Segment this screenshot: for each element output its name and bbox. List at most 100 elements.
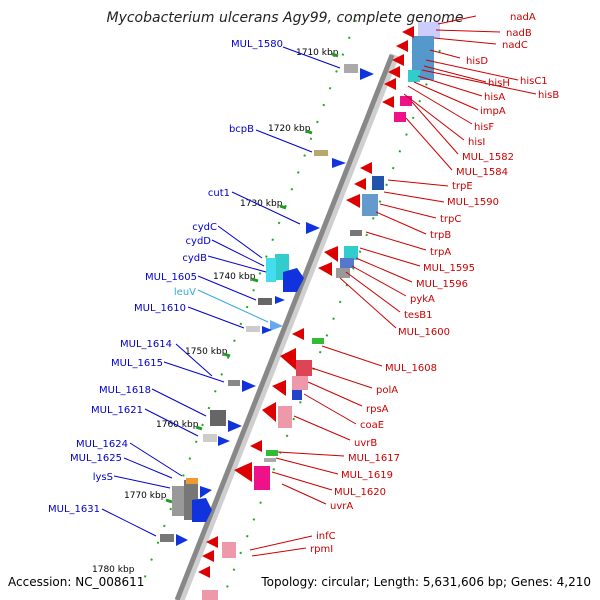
gene-label-hisF[interactable]: hisF bbox=[474, 122, 494, 133]
gene-label-trpE[interactable]: trpE bbox=[452, 181, 473, 192]
gene-label-impA[interactable]: impA bbox=[480, 106, 506, 117]
gene-arrow[interactable] bbox=[250, 440, 262, 452]
gene-label-coaE[interactable]: coaE bbox=[360, 420, 384, 431]
gene-label-MUL_1615[interactable]: MUL_1615 bbox=[111, 358, 163, 369]
gene-arrow[interactable] bbox=[228, 420, 242, 432]
gene-arrow[interactable] bbox=[198, 566, 210, 578]
gene-block[interactable] bbox=[222, 542, 236, 558]
gene-label-nadA[interactable]: nadA bbox=[510, 12, 536, 23]
gene-block[interactable] bbox=[362, 194, 378, 216]
gene-label-pykA[interactable]: pykA bbox=[410, 294, 435, 305]
gene-label-nadC[interactable]: nadC bbox=[502, 40, 528, 51]
gene-label-trpC[interactable]: trpC bbox=[440, 214, 461, 225]
gene-label-MUL_1608[interactable]: MUL_1608 bbox=[385, 363, 437, 374]
gene-block[interactable] bbox=[400, 96, 412, 106]
gene-label-rpmI[interactable]: rpmI bbox=[310, 544, 333, 555]
gene-label-MUL_1590[interactable]: MUL_1590 bbox=[447, 197, 499, 208]
gene-arrow[interactable] bbox=[242, 380, 256, 392]
gene-label-cydC[interactable]: cydC bbox=[192, 222, 217, 233]
gene-arrow[interactable] bbox=[382, 96, 394, 108]
gene-label-uvrB[interactable]: uvrB bbox=[354, 438, 377, 449]
gene-block[interactable] bbox=[160, 534, 174, 542]
gene-label-MUL_1620[interactable]: MUL_1620 bbox=[334, 487, 386, 498]
gene-label-MUL_1621[interactable]: MUL_1621 bbox=[91, 405, 143, 416]
gene-block[interactable] bbox=[228, 380, 240, 386]
gene-label-hisC1[interactable]: hisC1 bbox=[520, 76, 548, 87]
gene-block[interactable] bbox=[408, 70, 420, 82]
gene-label-cydB[interactable]: cydB bbox=[182, 253, 207, 264]
gene-label-hisB[interactable]: hisB bbox=[538, 90, 559, 101]
gene-arrow[interactable] bbox=[306, 222, 320, 234]
gene-arrow[interactable] bbox=[360, 68, 374, 80]
gene-label-uvrA[interactable]: uvrA bbox=[330, 501, 353, 512]
gene-label-MUL_1596[interactable]: MUL_1596 bbox=[416, 279, 468, 290]
gene-label-MUL_1582[interactable]: MUL_1582 bbox=[462, 152, 514, 163]
gene-block[interactable] bbox=[172, 486, 184, 516]
gene-block[interactable] bbox=[254, 466, 270, 490]
gene-label-MUL_1600[interactable]: MUL_1600 bbox=[398, 327, 450, 338]
gene-arrow[interactable] bbox=[270, 320, 283, 331]
gene-block[interactable] bbox=[394, 112, 406, 122]
gene-label-MUL_1610[interactable]: MUL_1610 bbox=[134, 303, 186, 314]
gene-arrow[interactable] bbox=[388, 66, 400, 78]
gene-label-infC[interactable]: infC bbox=[316, 531, 336, 542]
gene-arrow[interactable] bbox=[275, 296, 285, 304]
gene-arrow[interactable] bbox=[272, 380, 286, 396]
gene-arrow[interactable] bbox=[280, 348, 296, 370]
gene-arrow[interactable] bbox=[176, 534, 188, 546]
gene-block[interactable] bbox=[296, 360, 312, 376]
gene-block[interactable] bbox=[202, 590, 218, 600]
gene-arrow[interactable] bbox=[262, 326, 272, 334]
gene-label-cydD[interactable]: cydD bbox=[186, 236, 212, 247]
gene-block[interactable] bbox=[340, 258, 354, 268]
gene-arrow[interactable] bbox=[332, 158, 346, 168]
gene-label-MUL_1624[interactable]: MUL_1624 bbox=[76, 439, 128, 450]
gene-block[interactable] bbox=[350, 230, 362, 236]
gene-arrow[interactable] bbox=[202, 550, 214, 562]
gene-label-nadB[interactable]: nadB bbox=[506, 28, 532, 39]
gene-arrow[interactable] bbox=[218, 436, 230, 446]
gene-block[interactable] bbox=[344, 64, 358, 73]
gene-block[interactable] bbox=[186, 478, 198, 484]
gene-block[interactable] bbox=[266, 258, 276, 282]
gene-label-bcpB[interactable]: bcpB bbox=[229, 124, 254, 135]
gene-block[interactable] bbox=[266, 450, 278, 456]
gene-label-tesB1[interactable]: tesB1 bbox=[404, 310, 433, 321]
gene-label-MUL_1584[interactable]: MUL_1584 bbox=[456, 167, 508, 178]
gene-arrow[interactable] bbox=[200, 486, 212, 498]
gene-label-trpA[interactable]: trpA bbox=[430, 247, 451, 258]
gene-block[interactable] bbox=[372, 176, 384, 190]
gene-block[interactable] bbox=[336, 268, 350, 278]
gene-arrow[interactable] bbox=[392, 54, 404, 66]
gene-block[interactable] bbox=[264, 458, 276, 462]
gene-block[interactable] bbox=[258, 298, 272, 305]
gene-label-MUL_1631[interactable]: MUL_1631 bbox=[48, 504, 100, 515]
gene-block[interactable] bbox=[203, 434, 217, 442]
gene-label-rpsA[interactable]: rpsA bbox=[366, 404, 389, 415]
gene-label-trpB[interactable]: trpB bbox=[430, 230, 451, 241]
gene-block[interactable] bbox=[412, 36, 434, 80]
gene-arrow[interactable] bbox=[402, 26, 414, 38]
gene-arrow[interactable] bbox=[262, 402, 276, 422]
gene-arrow[interactable] bbox=[354, 178, 366, 190]
gene-arrow[interactable] bbox=[346, 194, 360, 208]
gene-label-MUL_1580[interactable]: MUL_1580 bbox=[231, 39, 283, 50]
gene-arrow[interactable] bbox=[396, 40, 408, 52]
gene-arrow[interactable] bbox=[324, 246, 338, 262]
gene-label-leuV[interactable]: leuV bbox=[174, 287, 196, 298]
gene-arrow[interactable] bbox=[234, 462, 252, 482]
gene-arrow[interactable] bbox=[292, 328, 304, 340]
gene-arrow[interactable] bbox=[206, 536, 218, 548]
gene-block[interactable] bbox=[314, 150, 328, 156]
gene-label-MUL_1618[interactable]: MUL_1618 bbox=[99, 385, 151, 396]
gene-label-hisA[interactable]: hisA bbox=[484, 92, 505, 103]
gene-label-hisI[interactable]: hisI bbox=[468, 137, 485, 148]
gene-block[interactable] bbox=[278, 406, 292, 428]
gene-label-lysS[interactable]: lysS bbox=[93, 472, 113, 483]
gene-block[interactable] bbox=[292, 390, 302, 400]
gene-arrow[interactable] bbox=[318, 262, 332, 276]
gene-block[interactable] bbox=[210, 410, 226, 426]
gene-arrow[interactable] bbox=[192, 498, 212, 522]
gene-block[interactable] bbox=[344, 246, 358, 260]
gene-label-MUL_1595[interactable]: MUL_1595 bbox=[423, 263, 475, 274]
